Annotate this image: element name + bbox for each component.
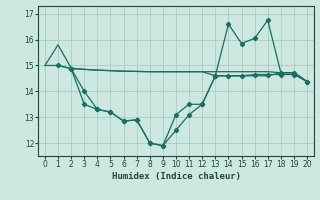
X-axis label: Humidex (Indice chaleur): Humidex (Indice chaleur) (111, 172, 241, 181)
